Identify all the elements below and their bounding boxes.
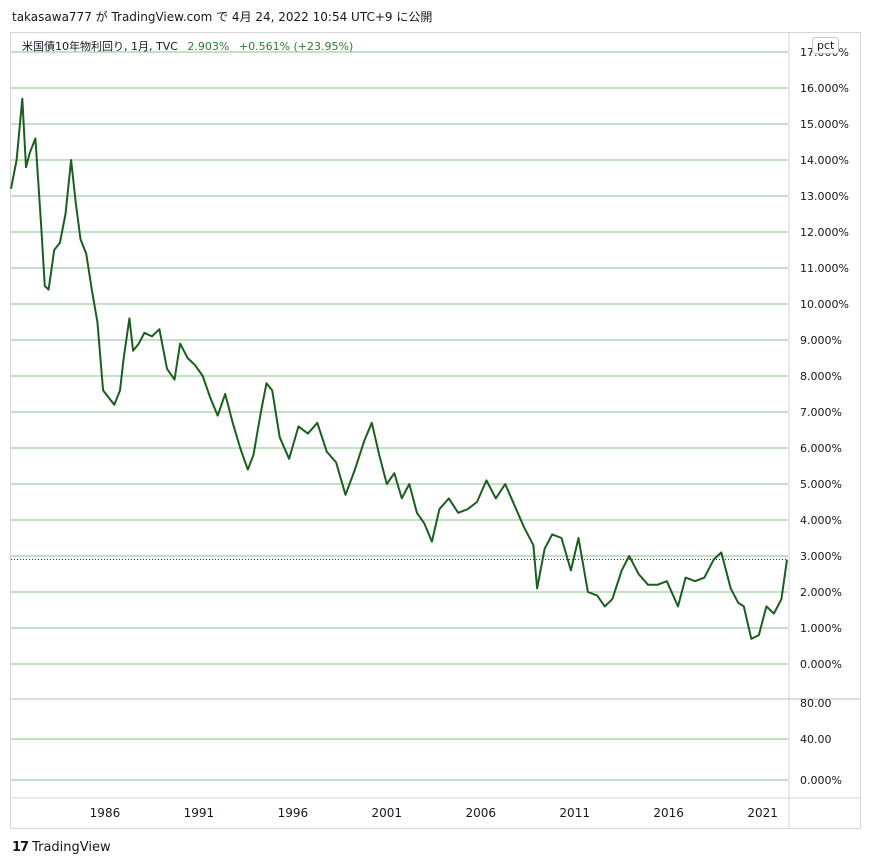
y-tick-label: 1.000% xyxy=(800,622,842,635)
x-tick-label: 1996 xyxy=(278,806,309,820)
y-tick-label: 15.000% xyxy=(800,118,849,131)
legend-change: +0.561% (+23.95%) xyxy=(238,40,354,53)
x-tick-label: 2001 xyxy=(372,806,403,820)
y-tick-label: 2.000% xyxy=(800,586,842,599)
footer: 17 TradingView xyxy=(12,840,111,855)
y-tick-label: 14.000% xyxy=(800,154,849,167)
scale-pct-button[interactable]: pct xyxy=(812,37,840,54)
y-tick-label: 16.000% xyxy=(800,82,849,95)
chart-legend: 米国債10年物利回り, 1月, TVC 2.903% +0.561% (+23.… xyxy=(22,38,353,54)
y-tick-label: 3.000% xyxy=(800,550,842,563)
publish-header: takasawa777 が TradingView.com で 4月 24, 2… xyxy=(12,10,433,24)
sub-y-tick-label: 0.000% xyxy=(800,774,842,787)
legend-symbol: 米国債10年物利回り, 1月, TVC xyxy=(22,40,178,53)
x-tick-label: 2021 xyxy=(747,806,778,820)
y-tick-label: 12.000% xyxy=(800,226,849,239)
y-tick-label: 11.000% xyxy=(800,262,849,275)
y-tick-label: 6.000% xyxy=(800,442,842,455)
series-line-us10y xyxy=(10,97,788,640)
sub-y-tick-label: 80.00 xyxy=(800,697,832,710)
y-tick-label: 7.000% xyxy=(800,406,842,419)
x-tick-label: 2011 xyxy=(559,806,590,820)
tradingview-logo-text: TradingView xyxy=(32,840,111,855)
y-tick-label: 0.000% xyxy=(800,658,842,671)
legend-price: 2.903% xyxy=(187,40,230,53)
y-tick-label: 9.000% xyxy=(800,334,842,347)
y-tick-label: 13.000% xyxy=(800,190,849,203)
x-tick-label: 2006 xyxy=(465,806,496,820)
x-tick-label: 1991 xyxy=(184,806,215,820)
x-tick-label: 1986 xyxy=(90,806,121,820)
y-tick-label: 4.000% xyxy=(800,514,842,527)
sub-y-tick-label: 40.00 xyxy=(800,733,832,746)
y-tick-label: 5.000% xyxy=(800,478,842,491)
chart-frame xyxy=(10,32,861,829)
tradingview-logo-icon: 17 xyxy=(12,840,29,855)
y-tick-label: 8.000% xyxy=(800,370,842,383)
y-tick-label: 10.000% xyxy=(800,298,849,311)
x-tick-label: 2016 xyxy=(653,806,684,820)
